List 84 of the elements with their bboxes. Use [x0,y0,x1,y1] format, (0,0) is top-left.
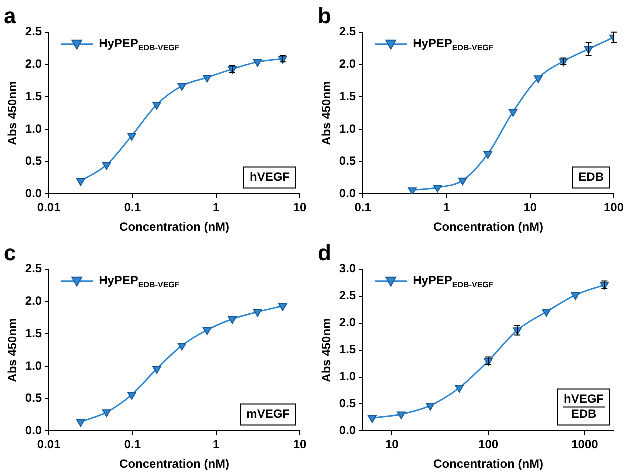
x-tick-label: 10 [524,200,538,215]
point [152,366,162,374]
point [484,151,493,160]
annotation: hVEGF EDB [564,392,604,422]
y-tick-label: 2.0 [339,316,356,330]
y-tick-label: 3.0 [339,262,356,276]
x-tick-label: 10 [385,438,400,452]
y-axis-title: Abs 450nm [320,81,334,146]
point [76,419,86,428]
y-tick-label: 0.5 [25,391,42,406]
y-tick-label: 2.5 [339,288,356,303]
y-tick-label: 1.0 [25,358,42,373]
point [426,403,435,411]
point [178,83,187,92]
point [76,178,86,186]
y-tick-label: 2.0 [25,294,42,308]
y-tick-label: 0.5 [339,154,356,168]
y-tick-label: 1.0 [339,122,356,136]
annotation: EDB [578,170,604,184]
point [408,188,417,194]
point [397,412,406,420]
point [102,410,112,418]
x-axis-title: Concentration (nM) [434,457,544,472]
x-tick-label: 10 [293,438,307,452]
point [152,102,162,110]
x-tick-label: 100 [604,200,624,215]
x-tick-label: 0.01 [37,200,62,215]
point [571,292,580,300]
y-tick-label: 2.5 [25,262,42,276]
x-tick-label: 10 [293,200,307,215]
x-tick-label: 1 [443,200,450,215]
annotation: hVEGF [250,170,290,184]
point [202,74,212,83]
y-tick-label: 0.5 [339,396,356,411]
x-tick-label: 1000 [572,438,599,452]
point [128,392,136,400]
x-tick-label: 0.1 [124,200,142,215]
y-axis-title: Abs 450nm [6,318,20,382]
point [458,178,468,186]
y-tick-label: 1.0 [339,370,356,384]
x-tick-label: 1 [213,200,220,215]
y-tick-label: 2.0 [25,57,42,72]
chart-title: d [318,240,332,266]
x-tick-label: 0.1 [124,438,142,452]
y-axis-title: Abs 450nm [6,81,20,146]
point [202,327,212,336]
chart-title: b [318,3,332,28]
y-tick-label: 1.0 [25,122,42,136]
point [433,184,442,193]
point [102,162,112,170]
y-tick-label: 1.5 [25,326,42,340]
x-tick-label: 1 [213,438,220,452]
point [228,316,237,324]
point [278,304,288,312]
chart-title: a [4,3,17,28]
y-tick-label: 2.0 [339,57,356,72]
x-tick-label: 0.1 [354,200,372,215]
point [253,309,262,318]
y-tick-label: 2.5 [25,24,42,39]
point [368,416,377,424]
point [128,133,136,141]
y-tick-label: 1.5 [339,342,356,357]
y-tick-label: 0.0 [25,424,42,438]
y-axis-title: Abs 450nm [320,318,334,382]
y-tick-label: 0.0 [339,186,356,201]
x-tick-label: 0.01 [37,438,62,452]
x-axis-title: Concentration (nM) [434,220,544,234]
y-tick-label: 1.5 [25,89,42,104]
point [253,59,262,68]
y-tick-label: 1.5 [339,89,356,104]
x-tick-label: 100 [478,438,499,452]
x-axis-title: Concentration (nM) [120,220,230,234]
point [542,309,551,318]
x-axis-title: Concentration (nM) [120,457,230,472]
point [508,109,518,118]
y-tick-label: 0.0 [25,186,42,201]
point [178,343,187,351]
y-tick-label: 0.0 [339,424,356,438]
point [534,76,543,84]
annotation: mVEGF [246,407,290,422]
chart-title: c [4,240,16,266]
y-tick-label: 0.5 [25,154,42,168]
point [455,385,464,394]
y-tick-label: 2.5 [339,24,356,39]
